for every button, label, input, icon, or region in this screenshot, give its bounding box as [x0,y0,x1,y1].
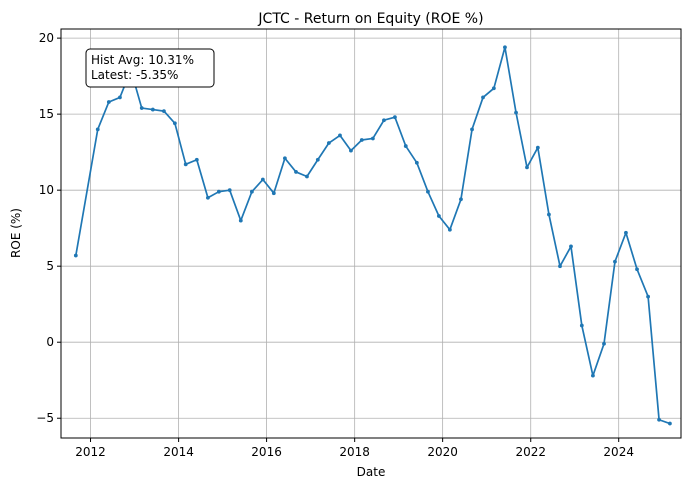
roe-data-point [260,177,265,182]
roe-data-point [283,156,287,161]
series-layer [73,45,672,426]
plot-frame [60,28,682,439]
roe-data-point [271,191,276,196]
roe-data-point [602,341,606,346]
roe-data-point [657,417,661,422]
x-tick-label: 2020 [427,445,458,459]
roe-data-point [359,138,364,142]
x-tick-label: 2016 [251,445,282,459]
roe-data-point [579,323,584,328]
roe-data-point [646,294,650,299]
annotation-hist-avg: Hist Avg: 10.31% [91,53,194,67]
chart-title: JCTC - Return on Equity (ROE %) [257,11,483,27]
y-tick-label: −5 [36,411,54,425]
roe-data-point [437,214,441,218]
roe-data-point [414,160,419,165]
roe-data-point [382,118,386,123]
y-tick-label: 20 [39,31,54,45]
roe-data-point [338,133,342,138]
annotation-frame [85,48,215,88]
roe-data-point [106,100,111,104]
roe-data-point [315,157,320,162]
roe-data-point [95,127,100,132]
x-tick-label: 2014 [163,445,194,459]
roe-data-point [370,136,375,141]
roe-data-point [635,267,639,272]
y-axis-label: ROE (%) [9,208,23,258]
roe-data-point [569,244,573,249]
roe-data-point [459,197,463,202]
roe-data-point [326,141,331,145]
roe-data-point [426,189,430,194]
grid-layer [61,29,681,438]
roe-data-point [139,106,144,110]
x-tick-label: 2018 [339,445,370,459]
roe-data-point [624,230,628,235]
roe-data-point [470,127,474,132]
ticks-layer: 2012 2014 2016 2018 2020 2022 2024 −5 0 5 10 15 20 [36,31,634,459]
roe-data-point [249,189,254,194]
roe-data-point [162,109,166,113]
y-tick-label: 5 [46,259,54,273]
y-tick-label: 10 [39,183,54,197]
roe-data-point [535,145,540,150]
roe-data-point [613,259,617,264]
y-tick-label: 15 [39,107,54,121]
roe-data-point [73,253,78,258]
roe-data-point [294,170,298,174]
roe-series-line [74,46,671,425]
annotation-box: Hist Avg: 10.31% Latest: -5.35% [85,48,215,88]
roe-data-point [194,157,199,162]
roe-data-point [150,107,155,112]
roe-data-point [238,218,243,223]
roe-data-point [393,115,397,120]
roe-data-point [668,421,672,426]
roe-data-point [403,144,408,148]
roe-data-point [227,188,232,193]
roe-data-point [349,148,353,153]
roe-data-point [118,95,122,100]
roe-data-point [525,165,529,170]
roe-data-point [183,162,188,167]
annotation-latest: Latest: -5.35% [91,68,178,82]
y-tick-label: 0 [46,335,54,349]
roe-data-point [503,45,507,50]
roe-data-point [558,264,562,269]
roe-data-point [591,373,595,378]
x-axis-label: Date [357,465,386,479]
roe-data-point [216,189,221,194]
roe-data-point [206,195,210,200]
x-tick-label: 2024 [603,445,634,459]
roe-data-point [447,227,452,232]
roe-data-point [514,110,518,115]
roe-data-point [491,86,496,91]
roe-data-point [172,121,177,126]
x-tick-label: 2012 [75,445,106,459]
roe-data-point [481,95,485,100]
roe-data-point [547,212,551,217]
x-tick-label: 2022 [515,445,546,459]
roe-data-point [305,174,309,179]
